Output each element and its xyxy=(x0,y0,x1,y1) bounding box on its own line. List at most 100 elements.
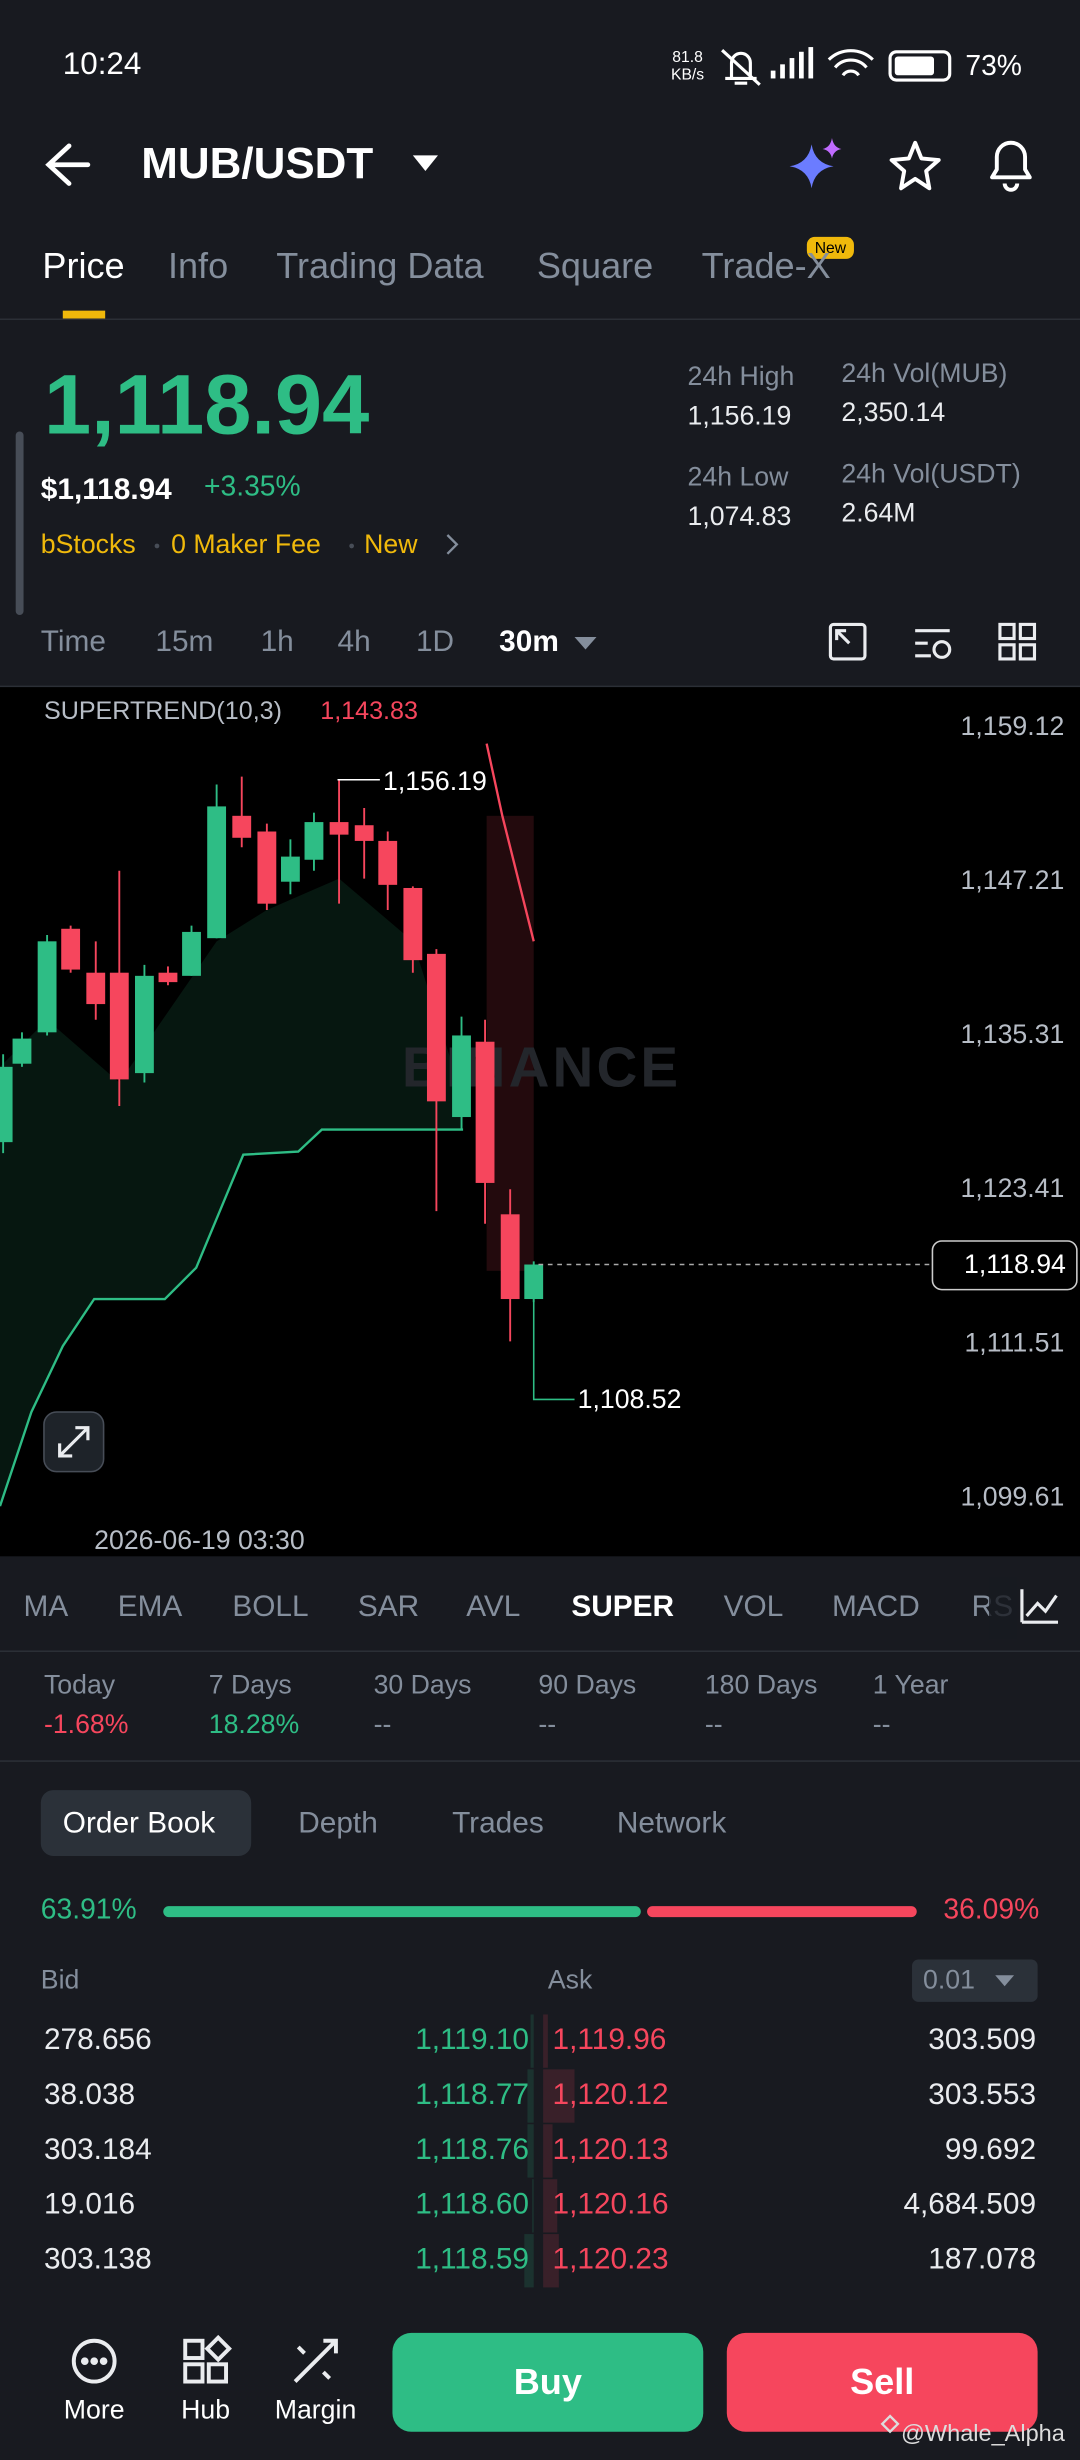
interval[interactable]: 4h xyxy=(338,625,371,658)
interval[interactable]: 1D xyxy=(416,625,454,658)
tab[interactable]: Square xyxy=(537,245,653,286)
candle-body xyxy=(329,822,349,835)
candle-body xyxy=(475,1041,495,1183)
precision-caret xyxy=(995,1975,1015,1987)
indicator-tab[interactable]: AVL xyxy=(466,1590,520,1623)
ask-depth xyxy=(543,2179,558,2233)
ask-quantity: 303.553 xyxy=(928,2078,1036,2111)
indicator-tab[interactable]: EMA xyxy=(118,1590,183,1623)
separator xyxy=(154,543,160,549)
supertrend-line xyxy=(0,1128,464,1507)
indicator-tab[interactable]: MA xyxy=(24,1590,69,1623)
candle-body xyxy=(257,831,277,904)
indicator-tab[interactable]: VOL xyxy=(724,1590,784,1623)
tab[interactable]: Price xyxy=(42,245,124,286)
pair-title[interactable]: MUB/USDT xyxy=(141,139,373,188)
ask-price: 1,120.16 xyxy=(553,2188,669,2221)
indicator-tab[interactable]: BOLL xyxy=(232,1590,308,1623)
precision[interactable]: 0.01 xyxy=(923,1965,975,1995)
nav-label[interactable]: More xyxy=(64,2394,125,2424)
indicator-fade xyxy=(988,1576,1018,1640)
order-book-tab[interactable]: Network xyxy=(617,1806,726,1839)
interval[interactable]: 15m xyxy=(155,625,213,658)
interval[interactable]: Time xyxy=(41,625,106,658)
ask-depth xyxy=(543,2234,559,2288)
back-button[interactable] xyxy=(45,143,91,186)
tab-underline xyxy=(62,310,106,319)
period-value: -1.68% xyxy=(44,1709,128,1739)
stat-value: 1,156.19 xyxy=(688,400,792,430)
divider xyxy=(0,1650,1080,1653)
tag[interactable]: 0 Maker Fee xyxy=(171,529,321,559)
battery-percent: 73% xyxy=(965,49,1022,81)
timestamp: 2026-06-19 03:30 xyxy=(94,1525,305,1555)
pair-dropdown[interactable] xyxy=(412,155,438,172)
sell-button[interactable] xyxy=(726,2332,1038,2432)
period-label: 30 Days xyxy=(374,1670,472,1700)
interval-dropdown[interactable] xyxy=(574,636,597,650)
ask-quantity: 4,684.509 xyxy=(903,2188,1036,2221)
indicator-settings[interactable] xyxy=(1020,1589,1059,1624)
bid-price: 1,118.76 xyxy=(415,2133,529,2166)
interval[interactable]: 30m xyxy=(499,625,559,658)
interval[interactable]: 1h xyxy=(261,625,294,658)
tag[interactable]: New xyxy=(364,529,418,559)
nav-label[interactable]: Margin xyxy=(275,2394,357,2424)
chevron[interactable] xyxy=(446,534,459,555)
ai-button[interactable] xyxy=(789,138,842,189)
tab[interactable]: Trade-X xyxy=(702,245,831,286)
candle-body xyxy=(109,972,129,1080)
period-value: -- xyxy=(374,1709,392,1739)
candle-body xyxy=(452,1035,471,1118)
candle-body xyxy=(524,1264,544,1300)
battery-icon xyxy=(888,50,952,82)
supertrend-line xyxy=(485,743,535,942)
candle-body xyxy=(158,972,178,983)
price-axis-label: 1,135.31 xyxy=(961,1019,1065,1049)
indicator-tab[interactable]: SAR xyxy=(358,1590,419,1623)
candle-body xyxy=(280,856,300,882)
badge-text: New xyxy=(815,240,847,257)
bid-depth xyxy=(527,2124,534,2178)
nav-label[interactable]: Hub xyxy=(181,2394,230,2424)
active-tab-bg xyxy=(40,1790,252,1856)
price-axis-label: 1,159.12 xyxy=(961,711,1065,741)
indicator-tab[interactable]: SUPER xyxy=(571,1590,674,1623)
buy-button[interactable] xyxy=(392,2332,704,2432)
stat-label: 24h Vol(USDT) xyxy=(841,458,1020,488)
price-axis-label: 1,099.61 xyxy=(961,1481,1065,1511)
bid-ratio-bar xyxy=(163,1906,641,1918)
tab[interactable]: Info xyxy=(168,245,228,286)
period-label: 7 Days xyxy=(209,1670,292,1700)
order-book-tab[interactable]: Depth xyxy=(298,1806,378,1839)
candle-body xyxy=(86,972,106,1005)
tab[interactable]: Trading Data xyxy=(276,245,484,286)
usd-price: $1,118.94 xyxy=(41,473,172,506)
ask-depth xyxy=(543,2124,553,2178)
price-change: +3.35% xyxy=(204,469,301,501)
precision-selector[interactable] xyxy=(912,1959,1038,2002)
bid-price: 1,118.60 xyxy=(415,2188,529,2221)
candle-body xyxy=(232,815,252,838)
ask-quantity: 99.692 xyxy=(945,2133,1036,2166)
period-value: -- xyxy=(873,1709,891,1739)
watermark-logo xyxy=(880,2414,900,2434)
stat-label: 24h High xyxy=(688,361,795,391)
bid-header: Bid xyxy=(41,1965,80,1995)
stat-label: 24h Low xyxy=(688,462,790,492)
ask-quantity: 303.509 xyxy=(928,2023,1036,2056)
order-book-tab[interactable]: Order Book xyxy=(63,1806,216,1839)
ask-price: 1,120.23 xyxy=(553,2243,669,2276)
candle-body xyxy=(403,887,423,961)
candle-body xyxy=(354,825,374,841)
period-label: 1 Year xyxy=(873,1670,949,1700)
bid-depth xyxy=(530,2014,534,2068)
order-book-tab[interactable]: Trades xyxy=(452,1806,544,1839)
stat-label: 24h Vol(MUB) xyxy=(841,358,1007,388)
alert-button[interactable] xyxy=(990,140,1032,192)
indicator-name: SUPERTREND(10,3) xyxy=(44,697,282,725)
tag[interactable]: bStocks xyxy=(41,529,136,559)
favorite-button[interactable] xyxy=(889,140,941,191)
indicator-tab[interactable]: MACD xyxy=(832,1590,920,1623)
chart-tools[interactable] xyxy=(828,622,1037,661)
